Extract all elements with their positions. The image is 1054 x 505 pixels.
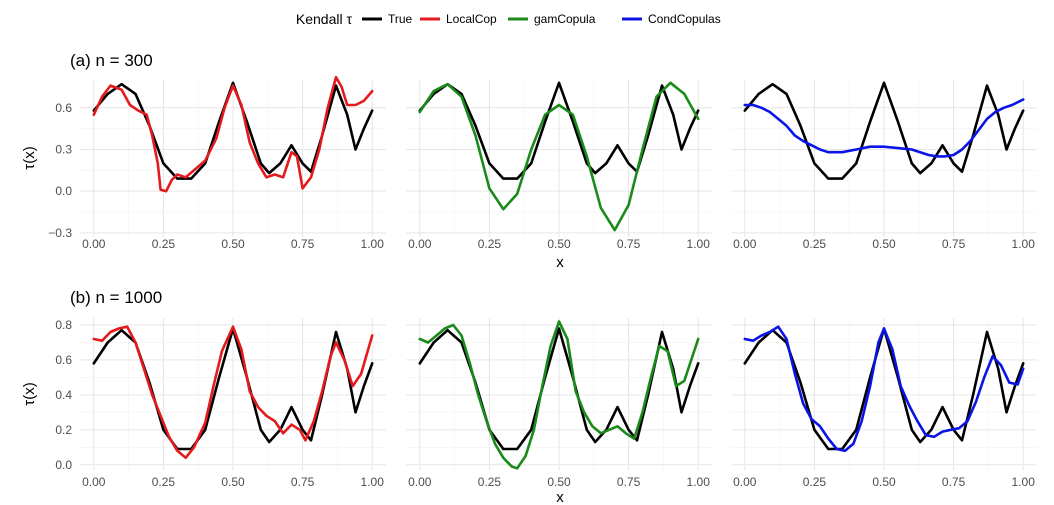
legend-label-gamcopula: gamCopula [534,12,596,26]
x-tick-label: 0.50 [221,475,245,489]
legend-label-true: True [388,12,413,26]
y-tick-label: 0.8 [55,318,72,332]
x-tick-label: 0.00 [82,237,106,251]
x-tick-label: 0.75 [291,237,315,251]
x-tick-label: 0.00 [408,237,432,251]
x-tick-label: 0.25 [803,237,827,251]
legend-label-condcopulas: CondCopulas [648,12,721,26]
row-title: (b) n = 1000 [70,288,162,307]
y-axis-title: τ(x) [21,146,38,169]
x-tick-label: 0.75 [942,475,966,489]
y-tick-label: 0.6 [55,353,72,367]
series-line-condcopulas [743,98,1025,158]
x-tick-label: 1.00 [687,475,711,489]
x-tick-label: 0.25 [152,237,176,251]
x-tick-label: 0.50 [547,475,571,489]
panel-1-3: 0.00 0.25 0.50 0.75 1.00 [731,80,1037,251]
y-tick-label: 0.6 [55,101,72,115]
row-1: (a) n = 300 τ(x) x −0.3 0.0 0.3 0.6 0.00 0.25 0.5… [21,51,1037,271]
y-tick-label: 0.0 [55,458,72,472]
x-tick-label: 0.75 [942,237,966,251]
series-line-gamcopula [418,320,700,470]
x-tick-label: 0.50 [547,237,571,251]
x-tick-label: 0.75 [291,475,315,489]
x-tick-label: 0.25 [152,475,176,489]
x-tick-label: 1.00 [1012,475,1036,489]
x-tick-label: 1.00 [361,475,385,489]
x-tick-label: 0.00 [82,475,106,489]
x-tick-label: 0.25 [803,475,827,489]
y-axis-title: τ(x) [21,382,38,405]
x-tick-label: 0.75 [617,475,641,489]
row-title: (a) n = 300 [70,51,153,70]
y-tick-label: −0.3 [48,226,72,240]
legend: Kendall τ True LocalCop gamCopula CondCopul… [296,11,721,27]
x-tick-label: 0.25 [478,237,502,251]
x-axis-title: x [556,489,564,505]
panel-2-2: 0.00 0.25 0.50 0.75 1.00 [406,318,712,489]
x-tick-label: 1.00 [687,237,711,251]
series-line-gamcopula [418,81,700,232]
x-tick-label: 1.00 [1012,237,1036,251]
y-tick-label: 0.0 [55,184,72,198]
x-tick-label: 0.50 [872,237,896,251]
x-axis-title: x [556,254,564,271]
series-line-true [743,327,1025,451]
series-line-condcopulas [743,325,1025,453]
panel-2-1: 0.00 0.25 0.50 0.75 1.00 [80,318,386,489]
y-tick-label: 0.4 [55,388,72,402]
series-line-localcop [92,325,374,460]
y-tick-label: 0.2 [55,423,72,437]
x-tick-label: 1.00 [361,237,385,251]
y-tick-label: 0.3 [55,142,72,156]
x-tick-label: 0.00 [408,475,432,489]
series-line-true [743,81,1025,180]
row-2: (b) n = 1000 τ(x) x 0.0 0.2 0.4 0.6 0.8 0.00 0.25… [21,288,1037,505]
series-line-localcop [92,75,374,193]
x-tick-label: 0.50 [221,237,245,251]
x-tick-label: 0.50 [872,475,896,489]
panel-2-3: 0.00 0.25 0.50 0.75 1.00 [731,318,1037,489]
panel-1-1: 0.00 0.25 0.50 0.75 1.00 [80,75,386,251]
x-tick-label: 0.00 [733,475,757,489]
x-tick-label: 0.00 [733,237,757,251]
panel-1-2: 0.00 0.25 0.50 0.75 1.00 [406,80,712,251]
x-tick-label: 0.75 [617,237,641,251]
x-tick-label: 0.25 [478,475,502,489]
legend-label-localcop: LocalCop [446,12,497,26]
facet-panels: (a) n = 300 τ(x) x −0.3 0.0 0.3 0.6 0.00 0.25 0.5… [21,51,1037,505]
legend-title: Kendall τ [296,11,353,27]
